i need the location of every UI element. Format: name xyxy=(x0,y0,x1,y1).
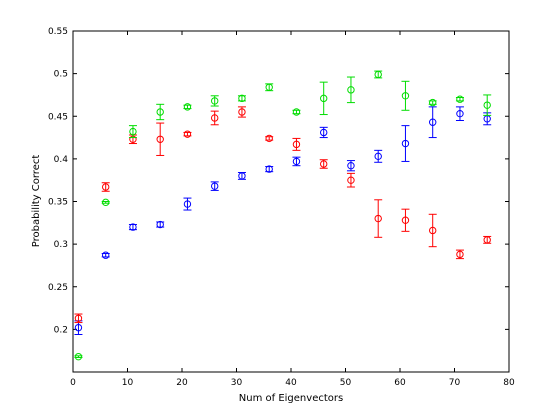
y-tick-label: 0.55 xyxy=(48,27,68,37)
data-point xyxy=(102,251,110,259)
data-point xyxy=(265,134,273,143)
data-point xyxy=(292,140,301,149)
data-point xyxy=(211,114,219,122)
series-2 xyxy=(74,106,492,324)
x-tick-label: 40 xyxy=(285,378,297,388)
data-point xyxy=(320,128,328,137)
data-point xyxy=(456,109,464,118)
data-point xyxy=(429,98,437,107)
data-point xyxy=(211,182,219,190)
data-point xyxy=(347,161,355,170)
data-point xyxy=(401,216,410,224)
data-point xyxy=(483,101,491,109)
data-point xyxy=(238,94,246,103)
data-point xyxy=(156,135,164,143)
data-point xyxy=(74,352,83,361)
data-point xyxy=(129,223,137,231)
y-axis-label: Probability Correct xyxy=(31,155,42,248)
x-tick-label: 70 xyxy=(449,378,461,388)
data-point xyxy=(320,160,328,168)
x-tick-label: 50 xyxy=(340,378,352,388)
data-point xyxy=(211,97,219,105)
data-point xyxy=(74,314,83,322)
series-1 xyxy=(74,106,492,335)
x-tick-label: 80 xyxy=(503,378,515,388)
y-tick-label: 0.4 xyxy=(54,155,69,165)
series-3 xyxy=(74,70,492,361)
x-tick-label: 20 xyxy=(176,378,188,388)
data-point xyxy=(347,176,355,184)
data-point xyxy=(429,226,437,235)
data-point xyxy=(265,83,273,91)
data-point xyxy=(238,172,246,180)
data-point xyxy=(292,157,301,166)
data-point xyxy=(156,220,164,229)
data-point xyxy=(183,130,192,138)
axis-ticks: 0 10 20 30 40 50 60 70 80 0.2 0.25 0.3 0.35 0.4 0.45 0.… xyxy=(48,27,515,388)
data-point xyxy=(483,236,491,244)
data-point xyxy=(401,139,410,148)
plot-area xyxy=(72,30,510,373)
data-point xyxy=(292,108,301,116)
data-point xyxy=(102,183,110,191)
data-point xyxy=(265,165,273,173)
x-tick-label: 60 xyxy=(394,378,406,388)
x-tick-label: 30 xyxy=(231,378,243,388)
data-point xyxy=(401,92,410,100)
y-tick-label: 0.5 xyxy=(54,70,68,80)
data-point xyxy=(74,323,83,332)
data-point xyxy=(320,94,328,103)
y-tick-label: 0.25 xyxy=(48,283,68,293)
y-tick-label: 0.45 xyxy=(48,112,68,122)
data-point xyxy=(456,95,464,103)
x-tick-label: 10 xyxy=(122,378,134,388)
y-tick-label: 0.3 xyxy=(54,240,68,250)
data-point xyxy=(347,86,355,94)
data-point xyxy=(429,118,437,126)
data-point xyxy=(456,250,464,259)
data-point xyxy=(374,152,382,161)
data-point xyxy=(374,70,382,79)
data-point xyxy=(238,108,246,116)
data-point xyxy=(102,198,110,207)
x-tick-label: 0 xyxy=(70,378,76,388)
data-point xyxy=(156,108,164,116)
y-tick-label: 0.2 xyxy=(54,325,68,335)
data-marks xyxy=(74,70,492,361)
y-tick-label: 0.35 xyxy=(48,198,68,208)
data-point xyxy=(129,127,137,136)
data-point xyxy=(374,214,382,223)
data-point xyxy=(183,200,192,208)
x-axis-label: Num of Eigenvectors xyxy=(239,393,343,404)
data-point xyxy=(183,103,192,111)
